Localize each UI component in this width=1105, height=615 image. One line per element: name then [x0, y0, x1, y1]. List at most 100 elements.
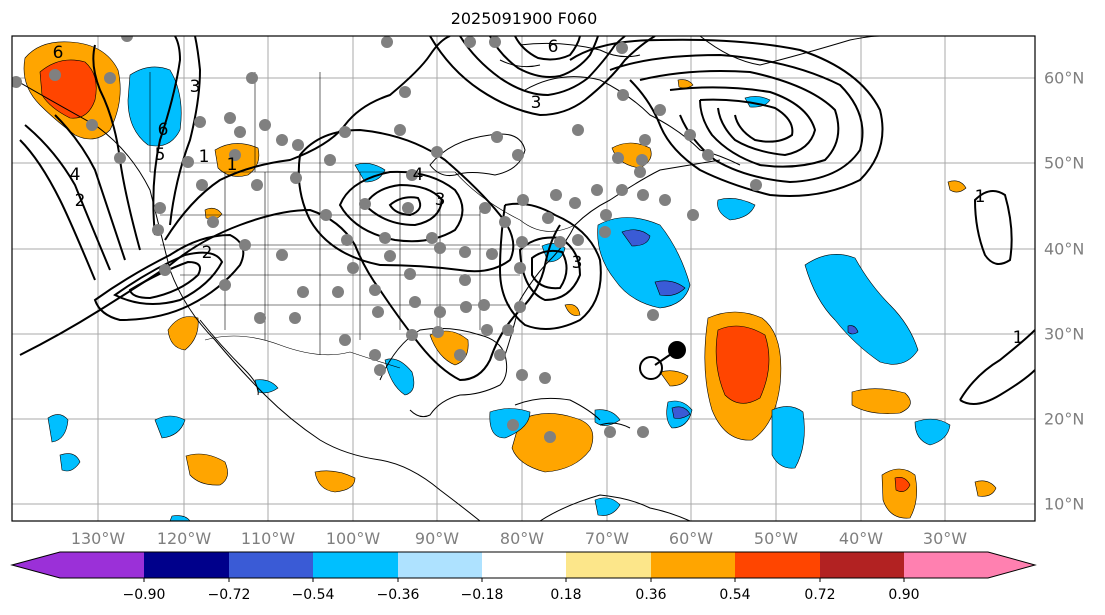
lon-label: 130°W [70, 529, 126, 548]
map-frame [11, 35, 1036, 522]
lon-label: 120°W [156, 529, 212, 548]
contour-label: 3 [572, 253, 583, 273]
weather-map: 6 6 5 4 3 2 1 2 3 3 4 6 3 1 1 1 [11, 35, 1036, 522]
contour-center-low-2 [363, 183, 444, 227]
contour-atl-ridge-4 [669, 86, 817, 157]
contour-atl-high [973, 190, 1013, 265]
contour-ridge-west-4 [92, 44, 141, 251]
lon-label: 40°W [838, 529, 884, 548]
contour-label: 4 [70, 165, 81, 185]
contour-label: 1 [199, 147, 210, 167]
contour-atl-ridge-3 [639, 70, 840, 168]
lon-label: 80°W [499, 529, 545, 548]
contour-atl-ridge-1 [569, 38, 884, 197]
fill-mexico-blue [254, 379, 279, 394]
contour-north-trough-4 [514, 36, 581, 61]
contour-label: 6 [548, 37, 559, 57]
lat-label: 60°N [1044, 68, 1085, 88]
coast-hispaniola [599, 422, 631, 429]
coast-cuba [514, 397, 601, 421]
contour-ridge-west [19, 139, 96, 281]
colorbar-bin [988, 552, 1035, 578]
colorbar-bin [12, 552, 60, 578]
colorbar-bin [904, 552, 988, 578]
contour-label: 4 [413, 165, 424, 185]
fill-canada-blue [127, 66, 182, 147]
colorbar-tick-label: 0.54 [719, 587, 751, 603]
coast-gulf [379, 327, 508, 418]
colorbar-bin [313, 552, 398, 578]
contour-label: 3 [435, 190, 446, 210]
fill-gulf-blue [384, 358, 415, 396]
contour-atl-ridge-2 [609, 53, 864, 184]
colorbar-outline [10, 551, 1037, 579]
colorbar-bin [398, 552, 482, 578]
fill-pac-blue-3 [154, 415, 186, 439]
fill-mexico-south [314, 470, 356, 493]
fill-pac-blue [47, 414, 69, 443]
fill-florida-sm [564, 304, 581, 316]
fill-atl-east-blue [804, 253, 919, 365]
fill-atl-se-red [894, 477, 911, 492]
lon-label: 50°W [753, 529, 799, 548]
contour-center-low-3 [388, 196, 422, 217]
contour-atl-sw-2 [959, 369, 1035, 405]
negative-anomaly-fills [47, 66, 951, 521]
fill-atl-east-blue-inner [847, 325, 859, 335]
fill-atl-south-blue-2-inner [671, 406, 691, 419]
colorbar-bin [144, 552, 229, 578]
contour-label: 3 [190, 77, 201, 97]
colorbar-tick-label: −0.90 [122, 587, 166, 603]
fill-pac-blue-2 [59, 453, 81, 472]
contour-ridge-west-3 [54, 114, 126, 261]
contour-label: 3 [531, 93, 542, 113]
lat-label: 10°N [1044, 494, 1085, 514]
colorbar-bin [229, 552, 313, 578]
colorbar-tick-label: −0.36 [376, 587, 420, 603]
colorbar-bin [566, 552, 651, 578]
lon-label: 110°W [240, 529, 296, 548]
colorbar-bin [482, 552, 566, 578]
fill-southcentral-blue [594, 497, 621, 516]
contour-east-low-2 [531, 249, 568, 290]
contour-label: 5 [155, 145, 166, 165]
coast-s-america [539, 494, 691, 521]
fill-atl-big-red [715, 325, 770, 404]
colorbar-tick-label: −0.18 [460, 587, 504, 603]
fill-baja [167, 316, 199, 351]
colorbar-tick-label: −0.54 [291, 587, 335, 603]
colorbar-bin [820, 552, 904, 578]
fill-azores-blue [914, 418, 951, 446]
lon-label: 90°W [414, 529, 460, 548]
contour-label: 6 [53, 43, 64, 63]
contour-east-envelope [498, 202, 602, 330]
fill-atl-south-blue [771, 406, 805, 469]
fill-pac-small [185, 453, 228, 486]
lon-label: 60°W [668, 529, 714, 548]
contour-atl-ridge-5 [699, 98, 794, 143]
contour-label-group: 6 6 5 4 3 2 1 2 3 3 4 6 3 1 1 1 [53, 37, 1024, 348]
contour-label: 2 [75, 191, 86, 211]
coast-west [12, 77, 481, 521]
lat-label: 50°N [1044, 153, 1085, 173]
contour-atl-sw [959, 329, 1035, 401]
fill-caribbean [511, 413, 594, 473]
colorbar-bins [12, 552, 1035, 578]
contour-label: 1 [227, 155, 238, 175]
fill-hudson-blue [354, 163, 386, 183]
lat-label: 40°N [1044, 239, 1085, 259]
contour-ridge-west-5 [152, 36, 182, 236]
colorbar-tick-label: 0.18 [550, 587, 582, 603]
colorbar-tick-label: 0.36 [635, 587, 667, 603]
tropical-storm-symbol [639, 341, 686, 380]
colorbar-tick-label: −0.72 [207, 587, 251, 603]
colorbar-bin [735, 552, 820, 578]
colorbar-tick-label: 0.90 [888, 587, 920, 603]
contour-ridge-west-2 [24, 124, 111, 271]
contour-center-big [297, 128, 515, 273]
colorbar-bin [651, 552, 735, 578]
fill-atl-ne [947, 180, 967, 193]
contour-pac-low-2 [93, 233, 245, 322]
contour-label: 6 [158, 120, 169, 140]
observation-dots [12, 36, 762, 443]
